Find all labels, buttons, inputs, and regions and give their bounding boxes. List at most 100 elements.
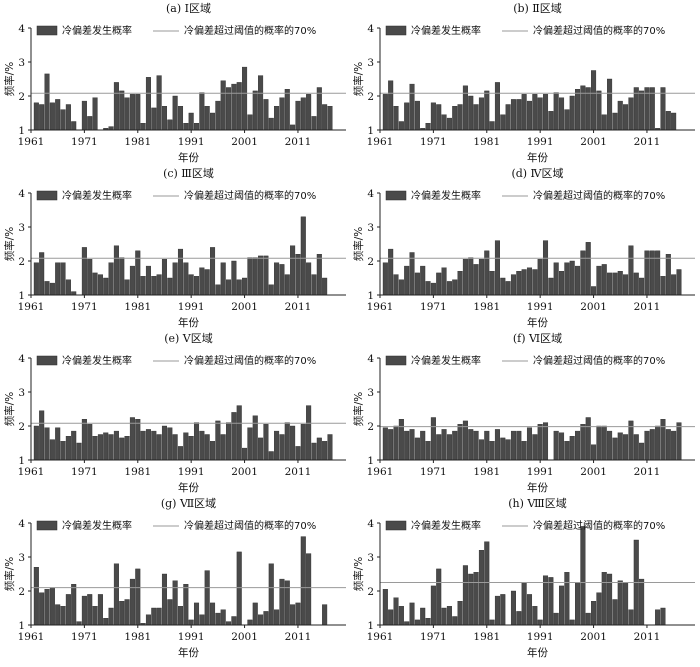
bar — [655, 250, 661, 296]
bar — [87, 259, 93, 296]
y-tick-label: 2 — [18, 421, 25, 433]
bar — [279, 434, 285, 461]
bar — [457, 424, 463, 461]
bar — [87, 594, 93, 626]
bar — [601, 114, 607, 131]
bar — [446, 606, 452, 626]
bar — [404, 430, 410, 461]
y-tick-label: 2 — [18, 91, 25, 103]
bar — [49, 282, 55, 296]
bar — [500, 114, 506, 131]
bar — [553, 612, 559, 626]
bar — [388, 248, 394, 296]
bar — [236, 279, 242, 296]
bar — [516, 430, 522, 461]
bar — [311, 274, 317, 296]
bar — [382, 262, 388, 296]
bar — [425, 441, 431, 461]
x-tick-label: 1991 — [178, 301, 205, 313]
bar — [388, 609, 394, 626]
bar — [548, 577, 554, 626]
bar — [473, 430, 479, 461]
legend-swatch-bar — [36, 190, 58, 201]
x-tick-label: 1991 — [527, 631, 554, 643]
y-axis-label: 频率/% — [352, 392, 365, 427]
bar — [145, 614, 151, 626]
panel-d: (d) Ⅳ区域 1 2 3 4 1961 1971 1981 1991 2001 2011 年份 频率/… — [352, 167, 695, 329]
panel-title: (b) Ⅱ区域 — [513, 2, 562, 15]
bar — [177, 105, 184, 131]
bar — [532, 269, 538, 296]
bar — [649, 429, 655, 461]
legend-label-bar: 冷偏差发生概率 — [411, 354, 481, 367]
y-tick-label: 1 — [367, 620, 374, 632]
bar — [382, 589, 388, 626]
y-tick-label: 1 — [18, 125, 25, 137]
bar — [478, 259, 484, 296]
legend-label-line: 冷偏差超过阈值的概率的70% — [184, 24, 316, 37]
x-tick-label: 1991 — [527, 301, 554, 313]
x-axis-label: 年份 — [178, 316, 199, 329]
panel-title: (d) Ⅳ区域 — [511, 167, 563, 180]
bar — [71, 430, 77, 461]
bar — [649, 250, 655, 296]
bar — [398, 606, 404, 626]
y-tick-label: 3 — [367, 387, 374, 399]
bar — [473, 572, 479, 626]
bar — [553, 92, 559, 131]
bar — [49, 587, 55, 626]
y-axis-label: 频率/% — [3, 227, 16, 262]
bar — [322, 441, 328, 461]
bar — [617, 432, 623, 461]
bar — [151, 607, 157, 626]
bar — [156, 434, 162, 461]
bar — [311, 116, 317, 131]
bar — [135, 250, 141, 296]
bar — [71, 291, 77, 296]
y-tick-label: 3 — [367, 57, 374, 69]
bar — [665, 111, 671, 131]
panel-title: (c) Ⅲ区域 — [163, 167, 214, 180]
bar — [660, 419, 666, 461]
y-tick-label: 2 — [367, 91, 374, 103]
x-tick-label: 1961 — [18, 301, 45, 313]
legend: 冷偏差发生概率 冷偏差超过阈值的概率的70% — [36, 519, 316, 532]
bar — [76, 442, 82, 461]
x-tick-label: 2001 — [580, 466, 607, 478]
bar — [580, 424, 586, 461]
bar — [575, 88, 581, 131]
bar — [478, 550, 484, 626]
bar — [220, 80, 226, 131]
bar — [274, 609, 280, 626]
y-axis-label: 频率/% — [352, 557, 365, 592]
bar — [452, 279, 458, 296]
bar — [92, 436, 98, 461]
bar — [188, 436, 194, 461]
bar — [526, 427, 533, 461]
bar — [151, 430, 157, 461]
legend: 冷偏差发生概率 冷偏差超过阈值的概率的70% — [385, 519, 665, 532]
bar — [167, 277, 173, 296]
bar — [140, 276, 146, 296]
bar — [92, 97, 98, 131]
bar — [113, 563, 119, 626]
bar — [559, 271, 565, 296]
panel-title: (a) Ⅰ区域 — [166, 2, 211, 15]
bar — [193, 422, 200, 461]
bar — [526, 100, 533, 131]
bar — [505, 104, 511, 131]
bar — [156, 607, 162, 626]
bar — [268, 451, 274, 461]
bar — [591, 444, 597, 461]
bar — [596, 265, 602, 296]
legend-label-line: 冷偏差超过阈值的概率的70% — [533, 189, 665, 202]
legend: 冷偏差发生概率 冷偏差超过阈值的概率的70% — [36, 189, 316, 202]
x-axis-label: 年份 — [178, 151, 199, 164]
x-tick-label: 1971 — [420, 136, 447, 148]
bar — [284, 422, 290, 461]
bar — [564, 572, 570, 626]
bar — [457, 271, 463, 296]
x-tick-label: 2011 — [285, 136, 312, 148]
bar — [382, 427, 388, 461]
bar — [60, 109, 66, 131]
